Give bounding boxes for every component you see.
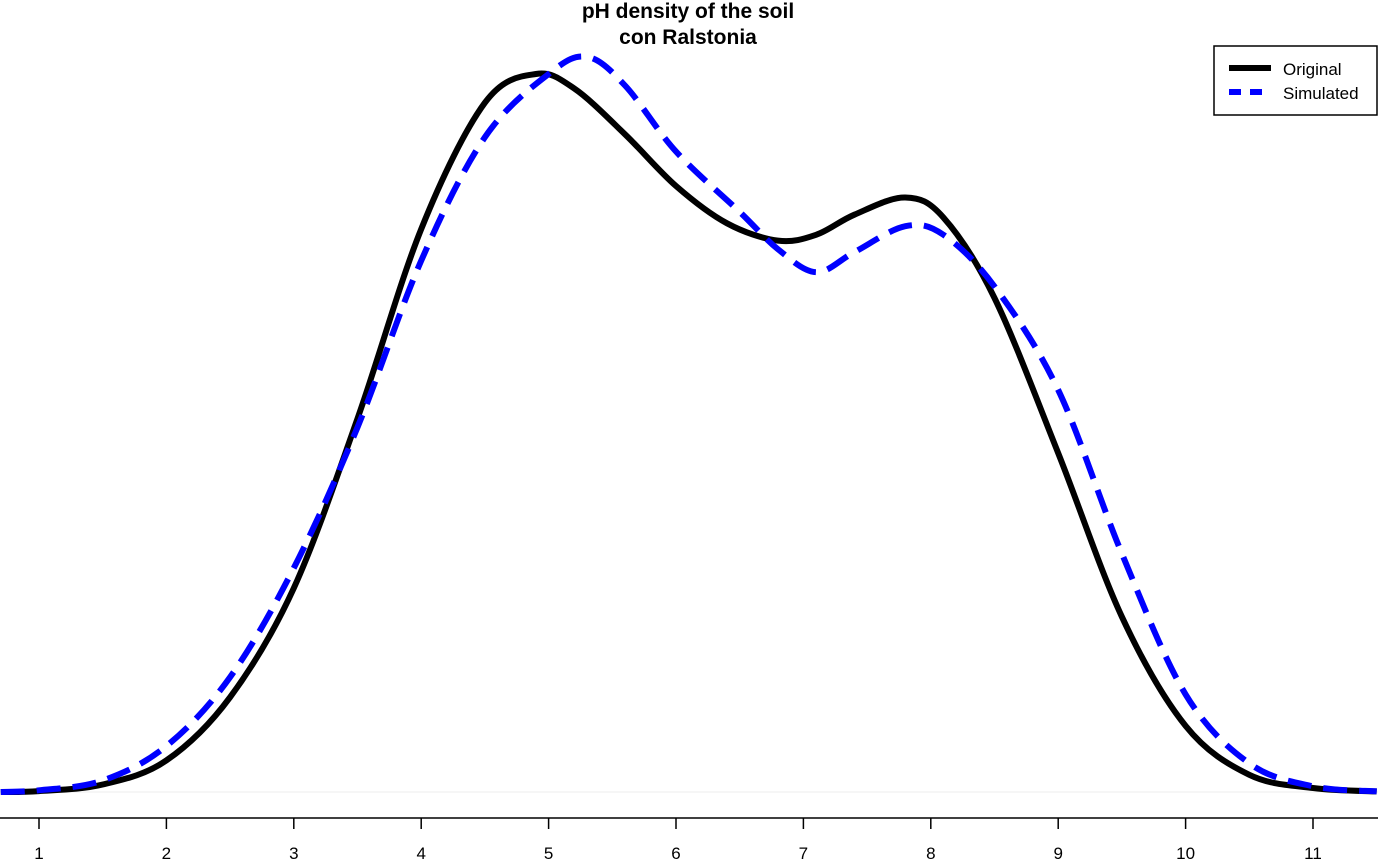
- x-tick-label: 8: [926, 844, 935, 863]
- x-tick-label: 11: [1304, 844, 1322, 863]
- legend-box: [1213, 45, 1378, 116]
- legend-label-original: Original: [1283, 60, 1342, 79]
- x-tick-label: 6: [671, 844, 680, 863]
- series-line-simulated: [0, 53, 1377, 795]
- x-tick-label: 3: [289, 844, 298, 863]
- legend-label-simulated: Simulated: [1283, 84, 1359, 103]
- x-tick-label: 9: [1053, 844, 1062, 863]
- x-tick-label: 5: [544, 844, 553, 863]
- x-tick-label: 2: [162, 844, 171, 863]
- series-layer: [0, 53, 1377, 796]
- series-line-original: [0, 70, 1377, 796]
- x-tick-label: 1: [34, 844, 43, 863]
- x-tick-label: 10: [1176, 844, 1195, 863]
- legend: Original Simulated: [1213, 45, 1378, 116]
- x-tick-label: 4: [416, 844, 425, 863]
- chart-title-line2: con Ralstonia: [619, 26, 757, 49]
- chart-title-line1: pH density of the soil: [582, 0, 794, 23]
- x-axis-ticks: 1 2 3 4 5 6 7 8 9 10 11: [34, 818, 1322, 863]
- x-tick-label: 7: [799, 844, 808, 863]
